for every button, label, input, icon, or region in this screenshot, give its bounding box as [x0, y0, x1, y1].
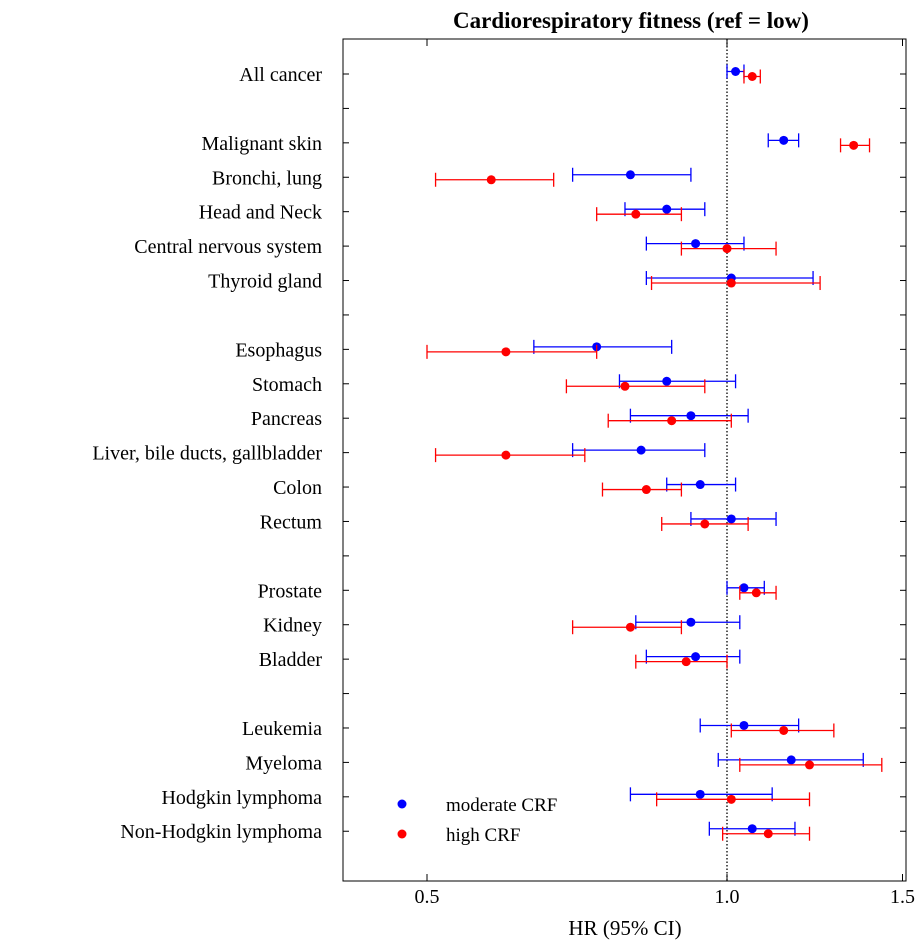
category-label-bladder: Bladder — [259, 649, 323, 671]
category-label-all-cancer: All cancer — [239, 64, 322, 86]
hr-point — [691, 652, 701, 662]
category-label-malignant-skin: Malignant skin — [201, 133, 322, 155]
hr-point — [722, 244, 732, 254]
hr-point — [641, 485, 651, 495]
hr-point — [726, 794, 736, 804]
category-label-kidney: Kidney — [263, 615, 322, 637]
hr-point — [731, 67, 741, 76]
category-label-rectum: Rectum — [260, 511, 323, 533]
category-label-central-nervous-system: Central nervous system — [134, 236, 322, 258]
hr-point — [662, 376, 672, 386]
x-tick-label: 0.5 — [415, 886, 440, 908]
x-tick-label: 1.0 — [715, 886, 740, 908]
category-label-thyroid-gland: Thyroid gland — [208, 271, 322, 293]
legend: moderate CRF high CRF — [397, 795, 557, 846]
hr-point — [726, 514, 736, 524]
hr-point — [747, 824, 757, 834]
hr-point — [739, 720, 749, 730]
x-axis-label: HR (95% CI) — [568, 916, 681, 940]
hr-point — [747, 72, 757, 81]
hr-point — [686, 617, 696, 627]
category-label-non-hodgkin-lymphoma: Non-Hodgkin lymphoma — [120, 821, 322, 843]
hr-point — [686, 411, 696, 421]
hr-point — [667, 416, 677, 426]
category-label-esophagus: Esophagus — [235, 339, 322, 361]
hr-point — [636, 445, 646, 455]
hr-point — [779, 135, 789, 145]
legend-label-high-crf: high CRF — [446, 825, 520, 846]
category-label-stomach: Stomach — [252, 374, 322, 396]
hr-point — [625, 622, 635, 632]
hr-point — [691, 239, 701, 249]
axis-ticks: 0.5 1.0 1.5 — [343, 39, 915, 908]
plot-frame — [342, 38, 907, 882]
category-label-head-and-neck: Head and Neck — [199, 202, 322, 224]
hr-point — [620, 381, 630, 391]
category-label-hodgkin-lymphoma: Hodgkin lymphoma — [161, 787, 322, 809]
category-label-pancreas: Pancreas — [251, 408, 322, 430]
hr-point — [751, 588, 761, 598]
category-label-liver-bile-ducts-gallbladder: Liver, bile ducts, gallbladder — [92, 443, 322, 465]
hr-point — [763, 829, 773, 839]
hr-point — [700, 519, 710, 529]
hr-point — [849, 140, 859, 150]
category-label-prostate: Prostate — [258, 580, 323, 602]
legend-marker-high-crf — [397, 829, 407, 839]
x-tick-label: 1.5 — [890, 886, 915, 908]
hr-point — [662, 204, 672, 214]
hr-point — [631, 209, 641, 219]
series-high-crf — [426, 69, 883, 841]
hr-point — [786, 755, 796, 765]
hr-point — [779, 725, 789, 735]
chart-title: Cardiorespiratory fitness (ref = low) — [453, 8, 809, 33]
category-labels: All cancer Malignant skin Bronchi, lung Hea… — [92, 64, 322, 843]
hr-point — [625, 170, 635, 180]
hr-point — [501, 347, 511, 357]
data-series — [426, 64, 883, 841]
hr-point — [501, 450, 511, 460]
legend-label-moderate-crf: moderate CRF — [446, 795, 557, 816]
hr-point — [695, 480, 705, 490]
category-label-myeloma: Myeloma — [245, 752, 322, 774]
hr-point — [486, 175, 496, 185]
category-label-colon: Colon — [273, 477, 322, 499]
series-moderate-crf — [533, 64, 864, 836]
hr-point — [681, 657, 691, 667]
hr-point — [726, 278, 736, 288]
category-label-leukemia: Leukemia — [242, 718, 322, 740]
category-label-bronchi-lung: Bronchi, lung — [212, 167, 322, 189]
hr-point — [695, 789, 705, 799]
hr-point — [739, 583, 749, 593]
legend-marker-moderate-crf — [397, 799, 407, 809]
hr-point — [805, 760, 815, 770]
